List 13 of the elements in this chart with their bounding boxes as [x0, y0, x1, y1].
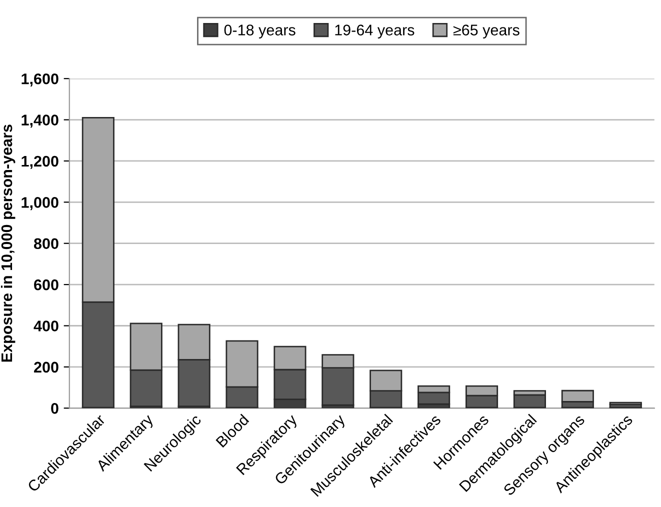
legend-label: 19-64 years	[335, 24, 414, 38]
y-tick-label: 600	[34, 279, 58, 290]
y-tick-label: 0	[51, 403, 58, 414]
y-tick-label: 1,600	[22, 73, 58, 86]
y-tick-label: 200	[34, 362, 58, 373]
legend-label: ≥65 years	[453, 24, 520, 38]
y-tick-label: 1,000	[22, 197, 58, 210]
y-tick-label: 800	[34, 238, 58, 250]
y-tick-label: 1,400	[22, 114, 58, 128]
legend-label: 0-18 years	[224, 24, 296, 38]
y-tick-label: 400	[34, 320, 58, 332]
y-axis-title: Exposure in 10,000 person-years	[0, 124, 16, 362]
y-tick-label: 1,200	[22, 156, 58, 169]
